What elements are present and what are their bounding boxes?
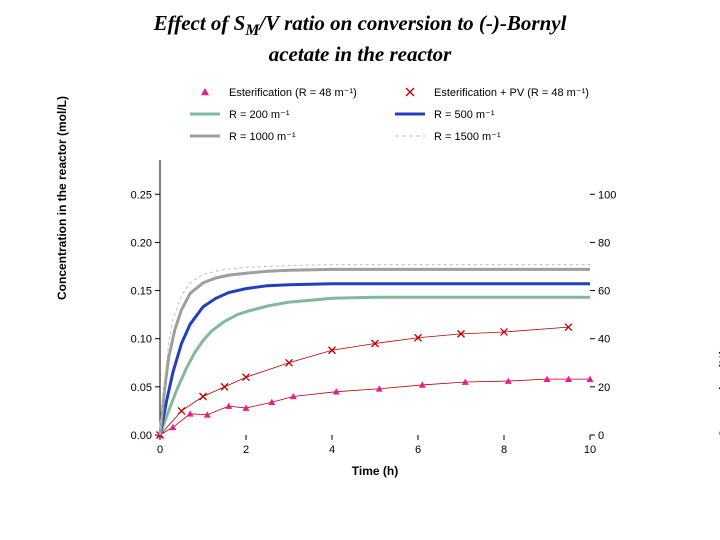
series-R1500 [160, 265, 590, 435]
title-part1b: /V ratio on conversion to (-)-Bornyl [259, 11, 566, 35]
x-tick-label: 4 [329, 444, 335, 456]
legend-label: R = 1500 m⁻¹ [434, 131, 501, 143]
legend-label: R = 200 m⁻¹ [229, 109, 290, 121]
legend-label: R = 500 m⁻¹ [434, 109, 495, 121]
x-axis-label: Time (h) [352, 464, 398, 478]
legend-label: Esterification + PV (R = 48 m⁻¹) [434, 87, 589, 99]
x-tick-label: 10 [584, 444, 596, 456]
title-part2: acetate in the reactor [269, 42, 452, 66]
y-axis-left-label: Concentration in the reactor (mol/L) [55, 96, 69, 300]
y-left-tick-label: 0.05 [131, 382, 152, 394]
y-right-tick-label: 40 [598, 334, 610, 346]
y-left-tick-label: 0.10 [131, 334, 152, 346]
triangle-marker [225, 403, 232, 409]
y-right-tick-label: 20 [598, 382, 610, 394]
y-right-tick-label: 100 [598, 189, 616, 201]
y-left-tick-label: 0.25 [131, 189, 152, 201]
series-R500 [160, 284, 590, 435]
x-tick-label: 6 [415, 444, 421, 456]
series-R200 [160, 297, 590, 435]
x-tick-label: 0 [157, 444, 163, 456]
title-part1: Effect of S [154, 11, 246, 35]
x-tick-label: 2 [243, 444, 249, 456]
triangle-marker [187, 410, 194, 416]
page-title: Effect of SM/V ratio on conversion to (-… [0, 0, 720, 67]
x-tick-label: 8 [501, 444, 507, 456]
triangle-marker [169, 424, 176, 430]
legend-label: R = 1000 m⁻¹ [229, 131, 296, 143]
y-right-tick-label: 80 [598, 237, 610, 249]
chart-area: 0 2 4 6 8 10 0.00 0.05 0.10 0.15 0.20 0.25 0 20 40 60 80… [90, 85, 660, 515]
triangle-marker [201, 88, 209, 95]
y-left-tick-label: 0.15 [131, 286, 152, 298]
y-right-tick-label: 60 [598, 286, 610, 298]
title-sub: M [245, 22, 259, 39]
legend-label: Esterification (R = 48 m⁻¹) [229, 87, 357, 99]
y-left-tick-label: 0.00 [131, 430, 152, 442]
y-right-tick-label: 0 [598, 430, 604, 442]
y-left-tick-label: 0.20 [131, 237, 152, 249]
